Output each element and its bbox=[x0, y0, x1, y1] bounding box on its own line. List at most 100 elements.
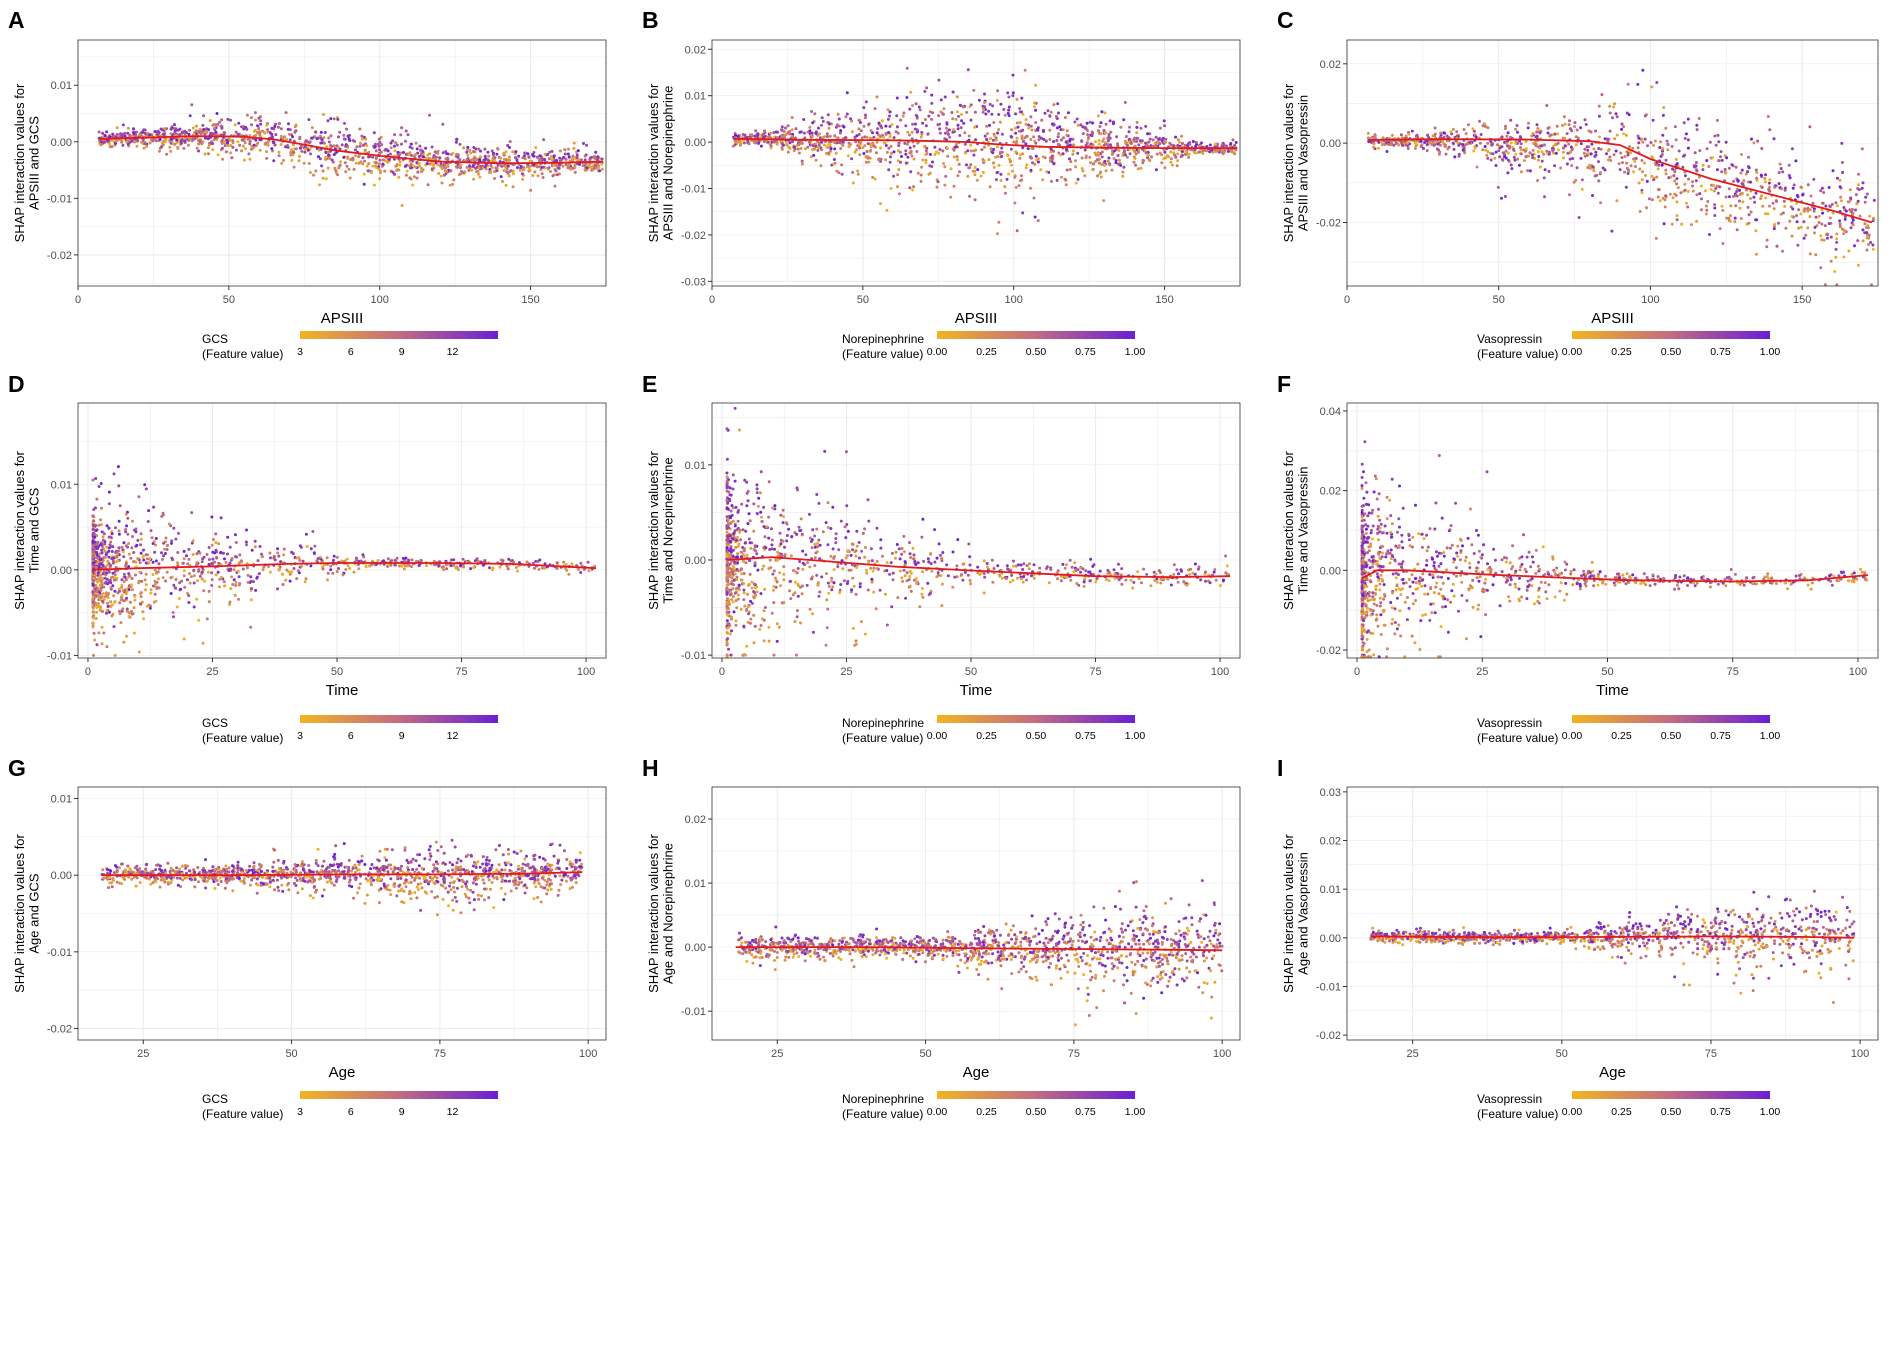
data-point bbox=[1671, 196, 1675, 200]
data-point bbox=[203, 152, 207, 156]
data-point bbox=[1705, 159, 1709, 162]
data-point bbox=[1597, 179, 1601, 183]
data-point bbox=[1863, 222, 1867, 226]
data-point bbox=[959, 113, 963, 116]
data-point bbox=[1034, 141, 1038, 145]
data-point bbox=[1813, 225, 1817, 229]
data-point bbox=[1554, 151, 1558, 155]
data-point bbox=[1176, 159, 1180, 163]
data-point bbox=[337, 166, 341, 170]
data-point bbox=[864, 113, 867, 117]
data-point bbox=[230, 156, 234, 160]
data-point bbox=[105, 130, 109, 134]
data-point bbox=[952, 128, 955, 132]
data-point bbox=[411, 164, 415, 168]
data-point bbox=[1651, 118, 1655, 122]
legend-title: GCS (Feature value) bbox=[202, 332, 283, 361]
data-point bbox=[1399, 133, 1403, 137]
data-point bbox=[162, 132, 166, 136]
data-point bbox=[1018, 107, 1022, 110]
data-point bbox=[440, 181, 444, 185]
data-point bbox=[493, 177, 496, 180]
data-point bbox=[1822, 191, 1826, 194]
data-point bbox=[1764, 196, 1768, 200]
data-point bbox=[796, 147, 800, 151]
data-point bbox=[226, 143, 230, 147]
data-point bbox=[97, 130, 101, 134]
data-point bbox=[185, 578, 189, 582]
data-point bbox=[1673, 179, 1677, 183]
data-point bbox=[360, 137, 364, 141]
data-point bbox=[1840, 199, 1843, 203]
y-tick-label: 0.02 bbox=[1320, 59, 1341, 71]
data-point bbox=[1018, 110, 1022, 114]
data-point bbox=[1153, 141, 1157, 145]
data-point bbox=[1579, 156, 1583, 160]
data-point bbox=[1029, 156, 1033, 160]
data-point bbox=[109, 535, 113, 539]
data-point bbox=[1584, 123, 1588, 126]
data-point bbox=[1643, 161, 1646, 165]
data-point bbox=[131, 535, 134, 538]
data-point bbox=[321, 567, 325, 571]
data-point bbox=[1024, 122, 1028, 126]
data-point bbox=[537, 567, 541, 571]
data-point bbox=[107, 555, 111, 559]
data-point bbox=[1615, 115, 1619, 119]
data-point bbox=[1024, 166, 1028, 170]
data-point bbox=[1623, 155, 1627, 158]
data-point bbox=[229, 587, 233, 591]
data-point bbox=[1569, 145, 1573, 149]
data-point bbox=[763, 129, 766, 133]
data-point bbox=[393, 133, 396, 137]
data-point bbox=[1527, 121, 1530, 125]
data-point bbox=[466, 145, 470, 149]
data-point bbox=[1542, 143, 1546, 147]
data-point bbox=[221, 157, 225, 161]
data-point bbox=[1407, 132, 1411, 136]
data-point bbox=[896, 125, 899, 129]
data-point bbox=[256, 124, 260, 128]
data-point bbox=[439, 174, 443, 178]
data-point bbox=[1777, 171, 1781, 174]
data-point bbox=[188, 581, 192, 585]
data-point bbox=[1097, 161, 1101, 165]
data-point bbox=[1174, 135, 1178, 139]
data-point bbox=[1749, 210, 1753, 214]
data-point bbox=[1772, 137, 1776, 141]
data-point bbox=[1683, 188, 1687, 192]
data-point bbox=[1747, 155, 1750, 159]
data-point bbox=[1802, 220, 1806, 224]
data-point bbox=[1530, 153, 1534, 157]
data-point bbox=[1840, 141, 1844, 145]
data-point bbox=[189, 575, 193, 579]
data-point bbox=[268, 570, 272, 574]
data-point bbox=[234, 584, 238, 587]
data-point bbox=[491, 568, 494, 572]
data-point bbox=[1220, 142, 1224, 146]
data-point bbox=[555, 561, 559, 565]
data-point bbox=[398, 160, 402, 164]
data-point bbox=[955, 110, 959, 114]
data-point bbox=[992, 165, 996, 169]
data-point bbox=[1013, 175, 1017, 179]
data-point bbox=[1018, 156, 1022, 160]
data-point bbox=[173, 142, 177, 146]
data-point bbox=[414, 141, 418, 145]
data-point bbox=[1017, 129, 1021, 133]
data-point bbox=[810, 134, 814, 138]
data-point bbox=[1127, 140, 1131, 144]
data-point bbox=[207, 152, 210, 156]
data-point bbox=[1029, 115, 1033, 119]
data-point bbox=[983, 145, 986, 149]
data-point bbox=[253, 545, 257, 549]
data-point bbox=[1713, 214, 1717, 217]
data-point bbox=[112, 594, 116, 598]
data-point bbox=[122, 572, 126, 576]
data-point bbox=[1057, 111, 1060, 115]
data-point bbox=[489, 170, 493, 174]
data-point bbox=[1649, 141, 1653, 144]
data-point bbox=[1056, 142, 1060, 146]
data-point bbox=[505, 170, 509, 174]
data-point bbox=[946, 132, 950, 136]
